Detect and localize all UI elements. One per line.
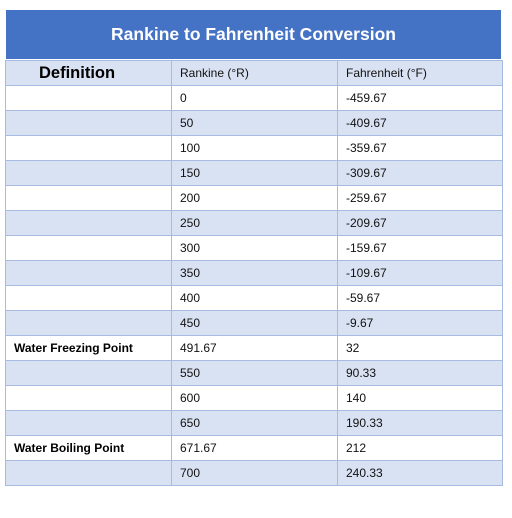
definition-cell bbox=[5, 360, 172, 386]
rankine-cell: 250 bbox=[171, 210, 338, 236]
definition-cell bbox=[5, 235, 172, 261]
fahrenheit-cell: -409.67 bbox=[337, 110, 503, 136]
rankine-cell: 100 bbox=[171, 135, 338, 161]
table-row: 550 90.33 bbox=[5, 360, 503, 386]
definition-header: Definition bbox=[5, 60, 172, 86]
definition-cell bbox=[5, 135, 172, 161]
definition-cell: Water Freezing Point bbox=[5, 335, 172, 361]
table-row: 350 -109.67 bbox=[5, 260, 503, 286]
table-row: 50 -409.67 bbox=[5, 110, 503, 136]
fahrenheit-cell: -59.67 bbox=[337, 285, 503, 311]
conversion-table: Rankine to Fahrenheit Conversion Definit… bbox=[5, 9, 503, 486]
fahrenheit-cell: -309.67 bbox=[337, 160, 503, 186]
rankine-cell: 600 bbox=[171, 385, 338, 411]
rankine-header: Rankine (°R) bbox=[171, 60, 338, 86]
fahrenheit-cell: 212 bbox=[337, 435, 503, 461]
fahrenheit-cell: -459.67 bbox=[337, 85, 503, 111]
definition-cell: Water Boiling Point bbox=[5, 435, 172, 461]
rankine-cell: 671.67 bbox=[171, 435, 338, 461]
rankine-cell: 400 bbox=[171, 285, 338, 311]
rankine-cell: 491.67 bbox=[171, 335, 338, 361]
table-row: 100 -359.67 bbox=[5, 135, 503, 161]
rankine-cell: 350 bbox=[171, 260, 338, 286]
table-title: Rankine to Fahrenheit Conversion bbox=[5, 9, 502, 60]
definition-cell bbox=[5, 410, 172, 436]
table-row: 400 -59.67 bbox=[5, 285, 503, 311]
fahrenheit-cell: 90.33 bbox=[337, 360, 503, 386]
rankine-cell: 700 bbox=[171, 460, 338, 486]
definition-cell bbox=[5, 185, 172, 211]
definition-cell bbox=[5, 385, 172, 411]
table-row: 600 140 bbox=[5, 385, 503, 411]
header-row: Definition Rankine (°R) Fahrenheit (°F) bbox=[5, 60, 503, 86]
table-row: 150 -309.67 bbox=[5, 160, 503, 186]
fahrenheit-header: Fahrenheit (°F) bbox=[337, 60, 503, 86]
table-row: 450 -9.67 bbox=[5, 310, 503, 336]
definition-cell bbox=[5, 310, 172, 336]
definition-cell bbox=[5, 160, 172, 186]
definition-cell bbox=[5, 285, 172, 311]
conversion-grid: Definition Rankine (°R) Fahrenheit (°F) … bbox=[5, 60, 503, 486]
rankine-cell: 50 bbox=[171, 110, 338, 136]
table-row: 250 -209.67 bbox=[5, 210, 503, 236]
fahrenheit-cell: 140 bbox=[337, 385, 503, 411]
rankine-cell: 0 bbox=[171, 85, 338, 111]
table-row: 200 -259.67 bbox=[5, 185, 503, 211]
definition-cell bbox=[5, 260, 172, 286]
table-row: 650 190.33 bbox=[5, 410, 503, 436]
fahrenheit-cell: -9.67 bbox=[337, 310, 503, 336]
table-row: 300 -159.67 bbox=[5, 235, 503, 261]
table-body: Definition Rankine (°R) Fahrenheit (°F) … bbox=[5, 60, 503, 486]
fahrenheit-cell: -209.67 bbox=[337, 210, 503, 236]
fahrenheit-cell: 240.33 bbox=[337, 460, 503, 486]
fahrenheit-cell: -109.67 bbox=[337, 260, 503, 286]
table-row: 700 240.33 bbox=[5, 460, 503, 486]
definition-cell bbox=[5, 85, 172, 111]
rankine-cell: 450 bbox=[171, 310, 338, 336]
table-row: Water Freezing Point 491.67 32 bbox=[5, 335, 503, 361]
fahrenheit-cell: -359.67 bbox=[337, 135, 503, 161]
rankine-cell: 300 bbox=[171, 235, 338, 261]
table-row: Water Boiling Point 671.67 212 bbox=[5, 435, 503, 461]
rankine-cell: 150 bbox=[171, 160, 338, 186]
fahrenheit-cell: -159.67 bbox=[337, 235, 503, 261]
definition-cell bbox=[5, 460, 172, 486]
table-row: 0 -459.67 bbox=[5, 85, 503, 111]
rankine-cell: 550 bbox=[171, 360, 338, 386]
rankine-cell: 650 bbox=[171, 410, 338, 436]
fahrenheit-cell: -259.67 bbox=[337, 185, 503, 211]
fahrenheit-cell: 190.33 bbox=[337, 410, 503, 436]
definition-cell bbox=[5, 110, 172, 136]
fahrenheit-cell: 32 bbox=[337, 335, 503, 361]
rankine-cell: 200 bbox=[171, 185, 338, 211]
definition-cell bbox=[5, 210, 172, 236]
